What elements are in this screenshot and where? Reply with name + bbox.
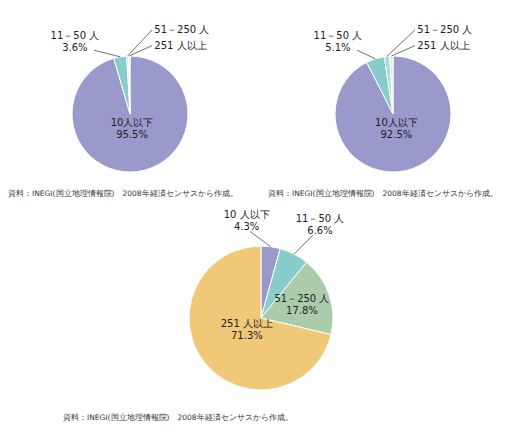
figure: 10人以下95.5%11－50 人3.6%51－250 人251 人以上資料：I… [0, 0, 523, 434]
pie-slice [390, 56, 393, 114]
leader-line [294, 235, 313, 254]
slice-label-line: 71.3% [231, 330, 263, 341]
leader-line [357, 50, 375, 59]
slices [189, 246, 333, 390]
pie-slice [384, 56, 393, 114]
slice-label: 251 人以上 [417, 40, 469, 51]
slice-label: 51－250 人 [154, 24, 209, 35]
slice-label-line: 251 人以上 [154, 40, 206, 51]
slice-label-line: 10人以下 [111, 117, 154, 128]
slice-label-line: 51－250 人 [417, 24, 472, 35]
slice-label-line: 4.3% [234, 221, 259, 232]
slice-label-line: 17.8% [286, 305, 318, 316]
note: 資料：INEGI(国立地理情報院) 2008年経済センサスから作成。 [63, 413, 293, 422]
slice-label: 11－50 人6.6% [296, 213, 345, 236]
slice-label: 10 人以下4.3% [224, 209, 270, 232]
pie-slice [72, 56, 188, 172]
slice-label: 51－250 人17.8% [274, 293, 329, 316]
slice-label: 10人以下95.5% [111, 117, 154, 140]
slice-label-line: 251 人以上 [417, 40, 469, 51]
pie-slice [129, 56, 130, 114]
note: 資料：INEGI(国立地理情報院) 2008年経済センサスから作成。 [268, 189, 498, 198]
slice-label-line: 6.6% [307, 225, 332, 236]
slice-label: 251 人以上 [154, 40, 206, 51]
pie-slice [114, 56, 130, 114]
slice-label-line: 3.6% [62, 42, 87, 53]
slice-label-line: 11－50 人 [296, 213, 345, 224]
leader-line [129, 46, 152, 56]
slice-label-line: 95.5% [116, 129, 148, 140]
slice-label-line: 11－50 人 [314, 30, 363, 41]
slice-label-line: 10人以下 [375, 117, 418, 128]
slice-label: 11－50 人3.6% [51, 30, 100, 53]
pie-slice [367, 57, 393, 114]
slice-label: 11－50 人5.1% [314, 30, 363, 53]
leader-line [391, 46, 415, 56]
slice-label-line: 92.5% [380, 129, 412, 140]
slice-label: 251 人以上71.3% [221, 318, 273, 341]
note: 資料：INEGI(国立地理情報院) 2008年経済センサスから作成。 [8, 189, 238, 198]
pie-chart: 10 人以下4.3%11－50 人6.6%51－250 人17.8%251 人以… [63, 209, 344, 422]
slice-label-line: 51－250 人 [154, 24, 209, 35]
slice-label: 10人以下92.5% [375, 117, 418, 140]
pie-slice [127, 56, 130, 114]
slice-label-line: 11－50 人 [51, 30, 100, 41]
slice-label-line: 10 人以下 [224, 209, 270, 220]
pie-slice [335, 56, 451, 172]
leader-line [94, 50, 120, 57]
pie-chart: 10人以下92.5% 11－50 人5.1% 51－250 人 251 人以上資料：I… [268, 24, 498, 198]
pie-slice [189, 246, 331, 390]
slice-label-line: 5.1% [325, 42, 350, 53]
leader-line [387, 30, 415, 56]
slice-label-line: 251 人以上 [221, 318, 273, 329]
leader-line [128, 30, 152, 56]
slice-label: 51－250 人 [417, 24, 472, 35]
pie-chart: 10人以下95.5% 11－50 人3.6% 51－250 人 251 人以上資料：I… [8, 24, 238, 198]
leader-line [250, 232, 270, 247]
slices [72, 56, 188, 172]
slices [335, 56, 451, 172]
slice-label-line: 51－250 人 [274, 293, 329, 304]
